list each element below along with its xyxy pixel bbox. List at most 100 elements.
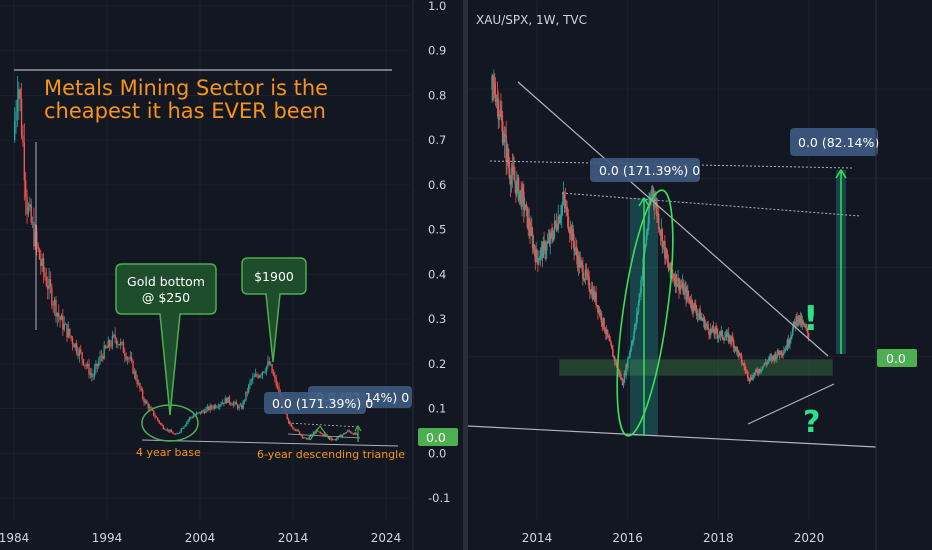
candle-body [42,258,45,273]
right-chart-panel[interactable]: XAU/SPX, 1W, TVC 0.0 (171.39%) 0 0.0 (82… [467,0,932,550]
candle-body [802,321,805,324]
candle-body [554,220,557,224]
candle-body [261,371,264,375]
candle-body [746,370,748,372]
candle-body [535,250,537,262]
candle-body [540,246,543,251]
candle-body [497,98,500,120]
candle-body [556,228,559,230]
candle-body [320,432,323,434]
candle-body [807,332,810,338]
candle-body [624,373,627,376]
gold-bottom-callout[interactable] [115,263,217,416]
candle-body [301,435,304,438]
candle-body [341,434,343,437]
candle-body [143,398,145,403]
candle-body [344,433,346,434]
candle-body [603,318,605,330]
candle-body [110,346,112,347]
candle-body [78,349,81,356]
candle-body [209,405,211,410]
right-support-zone [559,359,833,376]
candle-body [513,171,515,181]
candle-body [195,413,198,416]
candle-body [180,428,182,432]
gold-1900-callout[interactable] [241,257,307,363]
candle-body [264,371,266,373]
candle-body [501,121,504,144]
candle-body [631,342,634,345]
candle-body [564,200,567,208]
candle-body [609,340,612,342]
candle-body [596,305,598,306]
candle-body [694,303,696,305]
candle-body [223,402,225,404]
candle-body [749,377,752,382]
right-label-82-box [790,128,878,156]
right-price-tag-box [877,349,917,367]
candle-body [529,229,531,236]
panel-divider[interactable] [463,0,468,550]
candle-body [336,438,338,440]
candle-body [322,433,324,436]
candle-body [104,345,107,348]
candle-body [731,336,734,341]
candle-body [99,355,101,362]
candle-body [187,420,189,423]
candle-body [70,335,72,339]
candle-body [220,404,222,405]
candle-body [86,363,89,367]
candle-body [694,304,697,311]
candle-body [659,231,662,235]
candle-body [531,233,534,249]
candle-body [618,368,620,375]
candle-body [514,180,516,184]
candle-body [96,363,98,367]
candle-body [501,115,503,122]
candle-body [773,356,775,361]
candle-body [783,350,786,352]
candle-body [170,430,173,433]
candle-body [108,340,111,347]
left-y-tick-label: 0.7 [428,133,446,147]
candle-body [236,404,239,409]
candle-body [545,242,548,251]
candle-body [679,285,681,291]
candle-body [751,379,753,381]
candle-body [118,344,120,346]
candle-body [718,335,721,337]
candle-body [286,413,288,420]
candle-body [686,290,689,297]
candle-body [312,432,315,435]
candle-body [693,303,695,311]
candle-body [713,332,716,335]
candle-body [100,355,103,357]
candle-body [511,165,514,175]
left-base-line [141,439,399,447]
candle-body [663,241,665,242]
candle-body [309,434,312,437]
candle-body [739,354,742,356]
candle-body [518,192,521,201]
candle-body [784,348,787,351]
candle-body [520,190,522,207]
candle-body [549,232,552,244]
candle-body [696,314,699,316]
candle-body [62,315,64,330]
candle-body [602,318,604,326]
candle-body [38,248,41,260]
candle-body [290,424,293,427]
candle-body [130,357,133,361]
candle-body [622,382,625,386]
candle-body [657,213,660,229]
candle-body [126,357,129,360]
candle-body [150,406,152,409]
candle-body [599,313,602,316]
candle-body [128,357,130,359]
left-chart-panel[interactable]: Metals Mining Sector is the cheapest it … [0,0,458,550]
candle-body [292,426,294,428]
candle-body [800,316,803,325]
left-y-tick-label: -0.1 [428,491,450,505]
candle-body [230,402,232,405]
candle-body [265,366,268,372]
